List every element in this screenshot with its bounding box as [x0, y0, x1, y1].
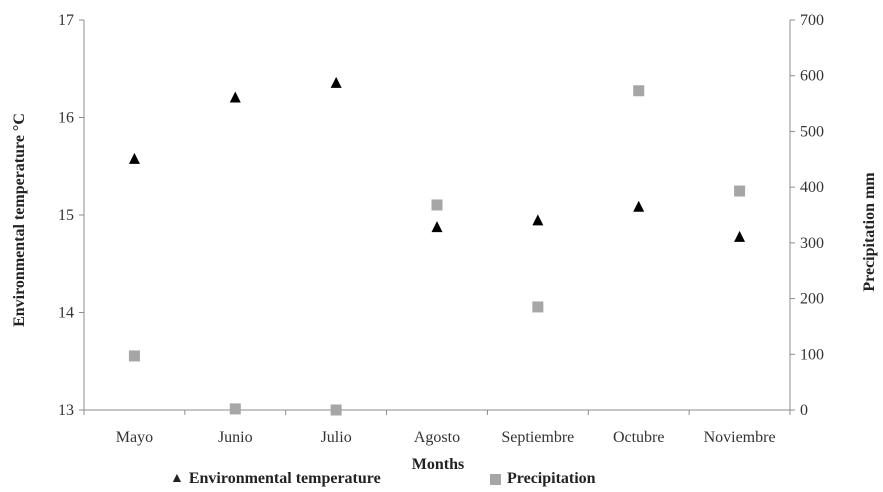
tick-labels: 13 14 15 16 17 0 100 200 300 400 500 600 700 Mayo Juni… — [58, 12, 824, 446]
y2-tick-label: 100 — [800, 346, 824, 363]
precipitation-point — [734, 185, 746, 197]
temperature-point — [229, 91, 241, 103]
x-tick-label: Noviembre — [704, 429, 776, 446]
precipitation-point — [229, 403, 241, 415]
y2-tick-label: 600 — [800, 68, 824, 85]
legend: ▲ Environmental temperature Precipitatio… — [0, 470, 883, 492]
x-tick-label: Octubre — [613, 429, 665, 446]
axes — [79, 19, 795, 415]
x-tick-label: Julio — [321, 429, 352, 446]
square-marker-icon — [490, 473, 501, 485]
y-tick-label: 14 — [58, 305, 74, 322]
x-tick-label: Junio — [218, 429, 253, 446]
temperature-point — [128, 152, 140, 164]
y2-tick-label: 300 — [800, 235, 824, 252]
legend-item-temperature: ▲ Environmental temperature — [170, 470, 381, 488]
y2-tick-label: 700 — [800, 12, 824, 29]
legend-label: Environmental temperature — [188, 470, 381, 487]
y2-tick-label: 500 — [800, 123, 824, 140]
y-tick-label: 16 — [58, 110, 74, 127]
x-axis-title: Months — [412, 456, 464, 473]
y-axis-title: Environmental temperature °C — [11, 113, 28, 327]
precipitation-point — [532, 301, 544, 313]
y2-tick-label: 200 — [800, 291, 824, 308]
precipitation-point — [431, 199, 443, 211]
temperature-point — [431, 221, 443, 233]
data-marks — [128, 76, 746, 416]
triangle-marker-icon: ▲ — [170, 471, 184, 486]
y-tick-label: 13 — [58, 402, 74, 419]
legend-item-precipitation: Precipitation — [490, 470, 596, 488]
x-tick-label: Mayo — [116, 429, 153, 446]
y-tick-label: 17 — [58, 12, 74, 29]
x-tick-label: Agosto — [414, 429, 460, 446]
precipitation-point — [128, 350, 140, 362]
y-tick-label: 15 — [58, 207, 74, 224]
y2-axis-title: Precipitation mm — [861, 172, 878, 292]
precipitation-point — [330, 404, 342, 416]
x-tick-label: Septiembre — [501, 429, 574, 446]
y2-tick-label: 400 — [800, 179, 824, 196]
temperature-point — [532, 214, 544, 226]
precipitation-point — [633, 85, 645, 97]
y2-tick-label: 0 — [800, 402, 808, 419]
legend-label: Precipitation — [507, 470, 596, 487]
temperature-point — [633, 200, 645, 212]
temperature-point — [330, 76, 342, 88]
temperature-point — [734, 230, 746, 242]
